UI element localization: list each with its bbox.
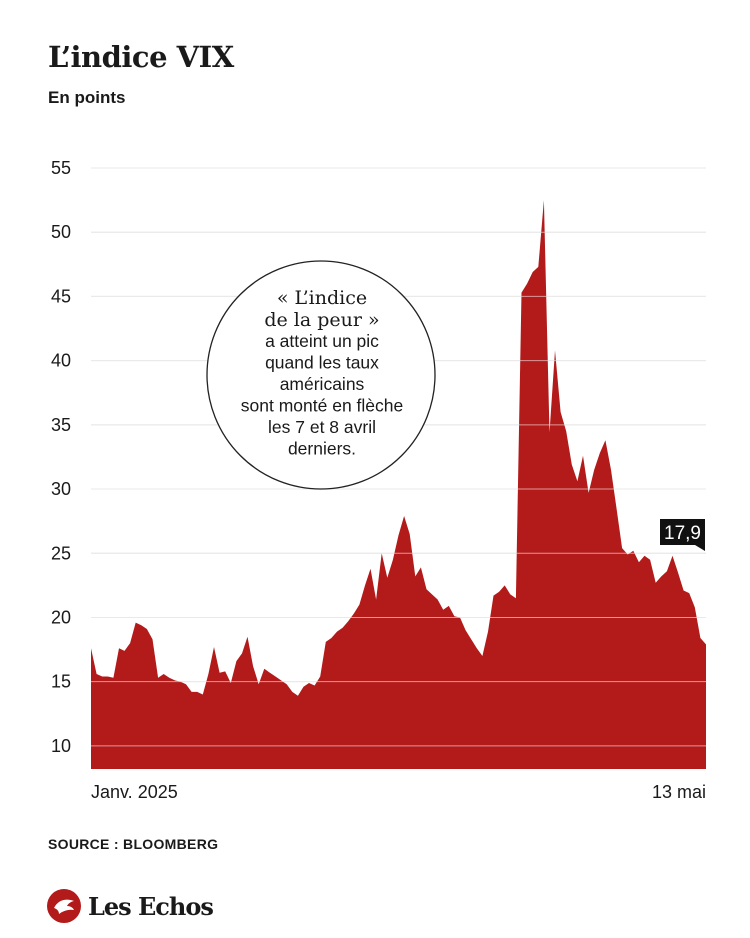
annotation-body-line: sont monté en flèche [241,396,403,416]
annotation-body-line: a atteint un pic [265,331,379,351]
y-tick-label-15: 15 [51,672,71,692]
brand-name: Les Echos [88,891,214,921]
vix-area [91,200,706,770]
y-tick-label-55: 55 [51,158,71,178]
vix-chart: 10 15 20 25 30 35 40 45 50 55 Janv. 2025 13 mai « L… [51,158,706,802]
brand: Les Echos [46,888,214,924]
annotation-body-line: quand les taux [265,353,379,373]
y-tick-label-50: 50 [51,222,71,242]
last-value-box [660,519,705,545]
annotation-body-line: américains [280,374,365,394]
y-tick-label-25: 25 [51,543,71,563]
last-value-label: 17,9 [664,523,701,544]
source-note: SOURCE : BLOOMBERG [48,836,219,852]
annotation-body-line: derniers. [288,439,356,459]
annotation-quote-line: de la peur » [264,309,379,331]
annotation-bubble [206,260,436,490]
last-value-pointer [695,545,705,551]
chart-title: L’indice VIX [48,40,234,74]
les-echos-logo-icon [47,889,81,923]
y-tick-label-20: 20 [51,607,71,627]
annotation-quote-line: « L’indice [277,287,367,309]
y-tick-label-45: 45 [51,286,71,306]
x-label-end: 13 mai [652,782,706,802]
annotation-body-line: les 7 et 8 avril [268,417,376,437]
y-tick-label-30: 30 [51,479,71,499]
x-label-start: Janv. 2025 [91,782,178,802]
y-tick-label-40: 40 [51,351,71,371]
y-tick-label-10: 10 [51,736,71,756]
chart-subtitle: En points [48,88,126,107]
y-tick-label-35: 35 [51,415,71,435]
